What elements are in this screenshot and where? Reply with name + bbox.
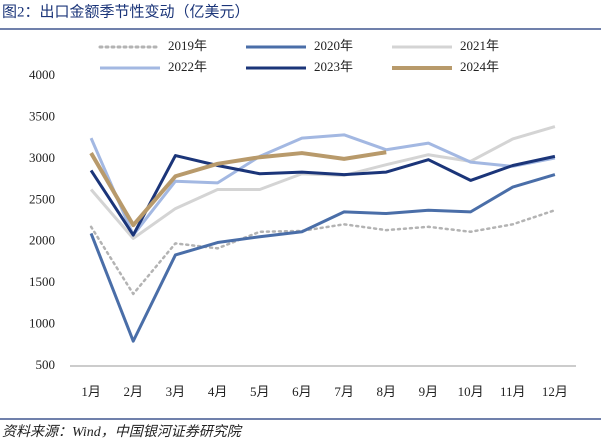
legend-label: 2019年 (168, 38, 207, 53)
legend-label: 2020年 (314, 38, 353, 53)
x-tick-label: 1月 (81, 384, 101, 399)
series-line (89, 208, 557, 296)
y-tick-label: 2000 (29, 233, 55, 248)
source: 资料来源：Wind，中国银河证券研究院 (2, 424, 243, 440)
x-tick-label: 10月 (458, 384, 484, 399)
series-line (89, 154, 556, 237)
series-line (89, 173, 556, 343)
y-tick-label: 1500 (29, 274, 55, 289)
x-tick-label: 12月 (542, 384, 568, 399)
y-tick-label: 3000 (29, 150, 55, 165)
y-tick-label: 4000 (29, 67, 55, 82)
legend-label: 2022年 (168, 59, 207, 74)
x-tick-label: 4月 (208, 384, 228, 399)
series-line (89, 150, 387, 228)
legend-label: 2023年 (314, 59, 353, 74)
x-tick-label: 11月 (500, 384, 526, 399)
x-tick-label: 2月 (123, 384, 143, 399)
y-tick-label: 1000 (29, 316, 55, 331)
y-tick-label: 500 (36, 357, 56, 372)
x-tick-label: 5月 (250, 384, 270, 399)
x-tick-label: 7月 (334, 384, 354, 399)
y-tick-label: 2500 (29, 191, 55, 206)
legend-label: 2024年 (460, 59, 499, 74)
series-line (89, 133, 556, 237)
x-tick-label: 3月 (166, 384, 186, 399)
x-tick-label: 8月 (376, 384, 396, 399)
chart-title: 图2：出口金额季节性变动（亿美元） (2, 3, 250, 20)
y-tick-label: 3500 (29, 108, 55, 123)
legend-label: 2021年 (460, 38, 499, 53)
x-tick-label: 9月 (419, 384, 439, 399)
x-tick-label: 6月 (292, 384, 312, 399)
